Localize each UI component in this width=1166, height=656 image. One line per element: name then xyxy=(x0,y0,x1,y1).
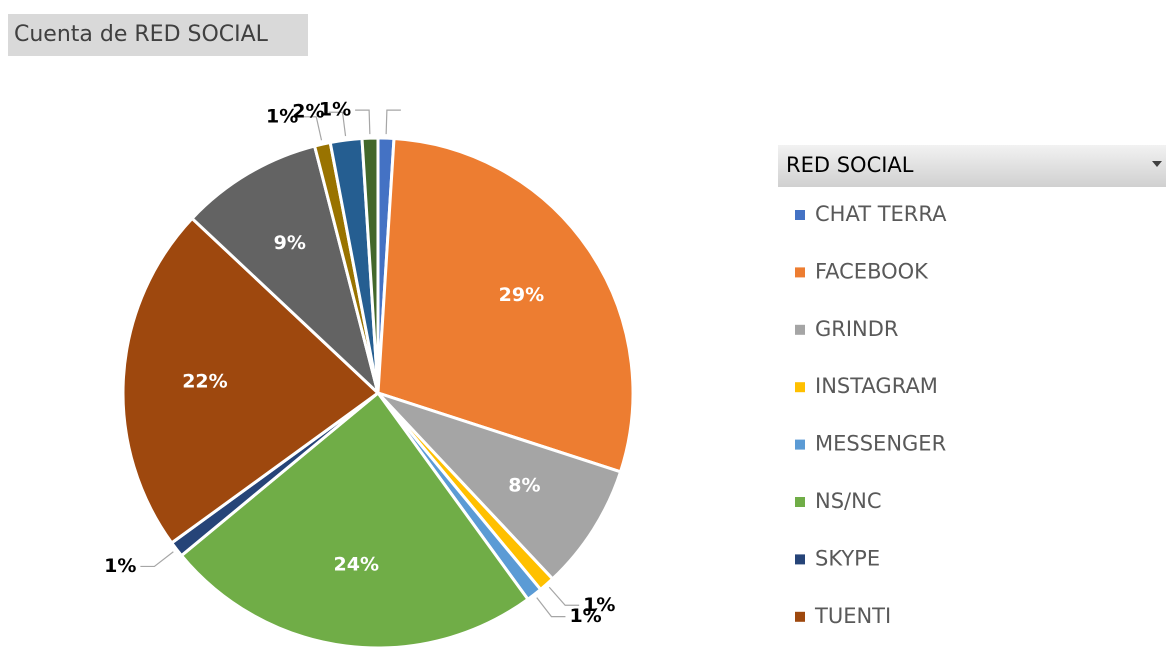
data-label: 8% xyxy=(508,474,540,496)
legend-label: NS/NC xyxy=(815,489,882,513)
data-label: 29% xyxy=(499,284,544,306)
pie-slice xyxy=(360,136,380,394)
legend-label: MESSENGER xyxy=(815,432,946,456)
leader-line xyxy=(355,109,371,135)
legend-swatch xyxy=(795,324,805,335)
pie-slice xyxy=(376,136,635,474)
dropdown-arrow[interactable] xyxy=(1152,161,1162,167)
legend-swatch xyxy=(795,439,805,450)
leader-line xyxy=(385,109,401,135)
data-label: 1% xyxy=(266,105,298,127)
legend-label: TUENTI xyxy=(814,604,891,628)
data-label: 22% xyxy=(182,371,227,393)
pie-slice xyxy=(189,144,381,398)
leader-line xyxy=(536,597,566,618)
leader-line xyxy=(302,116,323,141)
legend-label: FACEBOOK xyxy=(815,259,929,283)
data-label: 9% xyxy=(274,232,306,254)
data-label: 2% xyxy=(292,101,324,123)
legend-label: SKYPE xyxy=(815,546,880,570)
title-box xyxy=(8,14,308,56)
legend-swatch xyxy=(795,611,805,622)
legend-swatch xyxy=(795,382,805,393)
leader-line xyxy=(328,111,347,137)
data-label: 24% xyxy=(334,554,379,576)
pie-slice xyxy=(179,390,530,650)
leader-line xyxy=(140,551,174,568)
legend-label: GRINDR xyxy=(815,317,899,341)
legend-swatch xyxy=(795,210,805,220)
legend-title: RED SOCIAL xyxy=(786,153,914,177)
legend-swatch xyxy=(795,554,805,565)
legend-header[interactable] xyxy=(778,145,1166,187)
data-label: 1% xyxy=(319,99,351,121)
pie-slice xyxy=(121,216,381,545)
legend-swatch xyxy=(795,497,805,507)
data-label: 1% xyxy=(569,605,601,627)
pie-slice xyxy=(376,391,623,582)
data-label: 1% xyxy=(583,594,615,616)
chart-title: Cuenta de RED SOCIAL xyxy=(14,22,269,47)
leader-line xyxy=(548,586,580,606)
data-label: 1% xyxy=(104,555,136,577)
legend-label: INSTAGRAM xyxy=(815,374,938,398)
legend-swatch xyxy=(795,267,805,278)
legend-label: CHAT TERRA xyxy=(815,202,947,226)
